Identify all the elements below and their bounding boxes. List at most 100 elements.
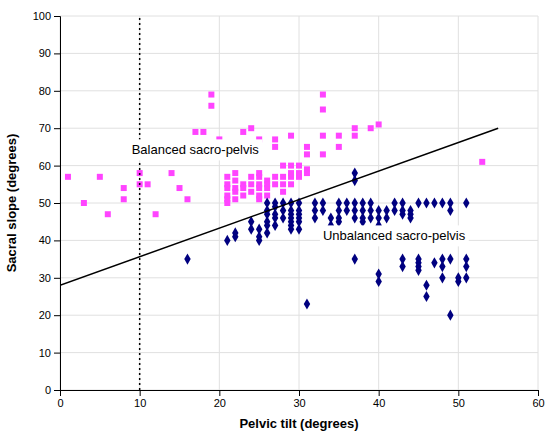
tick-mark	[140, 390, 141, 396]
point	[232, 178, 238, 184]
tick-label: 40	[373, 397, 385, 409]
tick: 0	[57, 390, 63, 409]
point	[463, 197, 469, 208]
tick-label: 20	[39, 309, 51, 321]
point	[224, 200, 230, 206]
tick-mark	[379, 390, 380, 396]
point	[280, 174, 286, 180]
axis-line	[61, 391, 539, 397]
point	[447, 205, 453, 216]
point	[184, 254, 190, 265]
point	[352, 125, 358, 131]
tick-mark	[54, 53, 60, 54]
point	[248, 125, 254, 131]
y-axis: 0102030405060708090100	[33, 10, 61, 396]
point	[320, 107, 326, 113]
tick: 60	[39, 160, 60, 172]
point	[272, 136, 278, 142]
point	[280, 181, 286, 187]
point	[121, 196, 127, 202]
tick-label: 60	[532, 397, 544, 409]
tick: 20	[214, 390, 226, 409]
point	[431, 257, 437, 268]
point	[296, 174, 302, 180]
point	[240, 193, 246, 199]
point	[304, 151, 310, 157]
point	[447, 310, 453, 321]
point	[232, 189, 238, 195]
y-axis-title: Sacral slope (degrees)	[4, 134, 19, 273]
annotation-box	[129, 139, 263, 160]
annotation-text: Balanced sacro-pelvis	[132, 142, 260, 157]
annotation: Unbalanced sacro-pelvis	[320, 225, 469, 246]
tick: 0	[45, 384, 60, 396]
point	[264, 227, 270, 238]
point	[192, 129, 198, 135]
point	[184, 196, 190, 202]
point	[288, 224, 294, 235]
tick-mark	[219, 390, 220, 396]
point	[447, 254, 453, 265]
point	[105, 211, 111, 217]
tick-label: 10	[39, 347, 51, 359]
tick: 20	[39, 309, 60, 321]
tick: 50	[453, 390, 465, 409]
tick-mark	[458, 390, 459, 396]
tick-mark	[538, 390, 539, 396]
tick: 40	[39, 234, 60, 246]
point	[320, 205, 326, 216]
tick: 90	[39, 47, 60, 59]
tick-label: 40	[39, 234, 51, 246]
point	[256, 235, 262, 246]
point	[208, 103, 214, 109]
tick-label: 0	[57, 397, 63, 409]
point	[288, 163, 294, 169]
point	[177, 185, 183, 191]
point	[153, 211, 159, 217]
point	[423, 291, 429, 302]
point	[121, 185, 127, 191]
tick: 50	[39, 197, 60, 209]
tick-mark	[54, 128, 60, 129]
point	[352, 212, 358, 223]
point	[288, 174, 294, 180]
point	[232, 231, 238, 242]
point	[248, 189, 254, 195]
point	[264, 185, 270, 191]
tick-label: 80	[39, 85, 51, 97]
plot-area	[60, 16, 498, 390]
point	[368, 125, 374, 131]
point	[200, 129, 206, 135]
point	[248, 174, 254, 180]
point	[344, 205, 350, 216]
point	[272, 181, 278, 187]
tick-mark	[54, 91, 60, 92]
point	[423, 280, 429, 291]
tick-label: 20	[214, 397, 226, 409]
point	[439, 197, 445, 208]
point	[399, 209, 405, 220]
grid-line	[60, 16, 538, 17]
point	[296, 163, 302, 169]
tick-label: 60	[39, 160, 51, 172]
tick-mark	[54, 16, 60, 17]
point	[407, 212, 413, 223]
point	[463, 261, 469, 272]
point	[423, 197, 429, 208]
point	[375, 276, 381, 287]
point	[320, 92, 326, 98]
x-axis: 0102030405060	[57, 390, 544, 409]
tick-label: 90	[39, 47, 51, 59]
tick: 80	[39, 85, 60, 97]
point	[304, 298, 310, 309]
point	[256, 196, 262, 202]
point	[304, 144, 310, 150]
point	[431, 197, 437, 208]
point	[272, 144, 278, 150]
vertical-line	[139, 16, 141, 390]
tick-label: 30	[293, 397, 305, 409]
point	[224, 174, 230, 180]
point	[232, 196, 238, 202]
annotation: Balanced sacro-pelvis	[129, 139, 263, 160]
line	[60, 128, 498, 285]
